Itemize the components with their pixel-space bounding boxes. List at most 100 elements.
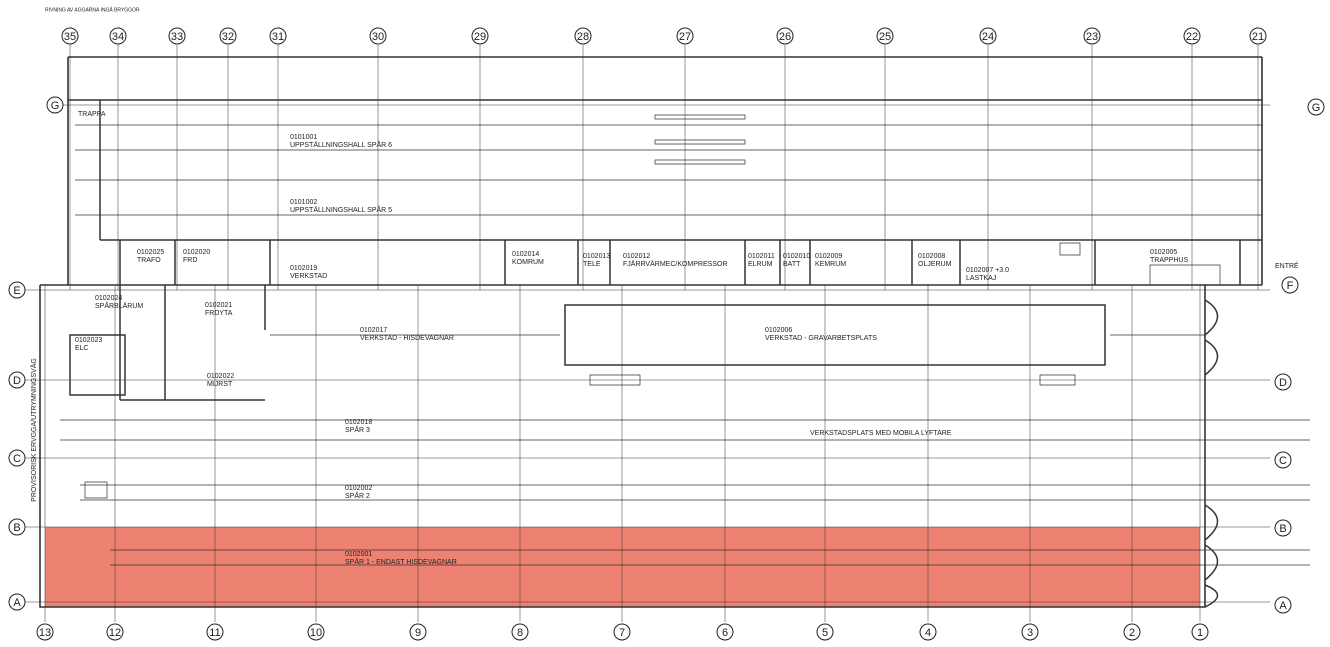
room-name: VERKSTAD xyxy=(290,273,327,280)
axis-bubble xyxy=(574,27,592,45)
axis-label: 9 xyxy=(415,627,421,639)
axis-label: 22 xyxy=(1186,31,1198,43)
axis-label: 2 xyxy=(1129,627,1135,639)
side-text: PROVISORISK ERVGGA/UTRYMNINGSVÄG xyxy=(30,358,38,502)
axis-bubble xyxy=(1191,623,1209,641)
room-name: KEMRUM xyxy=(815,261,846,268)
room-id: 0101002 xyxy=(290,199,317,206)
axis-label: 11 xyxy=(209,627,220,639)
room-name: LASTKAJ xyxy=(966,275,996,282)
room-name: SPÅRBLÄRUM xyxy=(95,301,143,310)
axis-label: 7 xyxy=(619,627,625,639)
axis-label: 30 xyxy=(372,31,384,43)
axis-label: G xyxy=(1312,102,1321,114)
room-id: 0102019 xyxy=(290,265,317,272)
axis-bubble xyxy=(613,623,631,641)
axis-label: 32 xyxy=(222,31,234,43)
axis-bubble xyxy=(1281,276,1299,294)
axis-bubble xyxy=(511,623,529,641)
axis-bubble xyxy=(8,593,26,611)
room-id: 0102002 xyxy=(345,485,372,492)
axis-bubble xyxy=(676,27,694,45)
axis-bubble xyxy=(919,623,937,641)
room-id: 0102024 xyxy=(95,295,122,302)
axis-label: 29 xyxy=(474,31,486,43)
axis-bubble xyxy=(1021,623,1039,641)
room-name: TRAPPHUS xyxy=(1150,257,1188,264)
axis-label: 10 xyxy=(310,627,322,639)
axis-label: A xyxy=(1279,600,1287,612)
axis-label: 24 xyxy=(982,31,994,43)
axis-label: G xyxy=(51,100,60,112)
room-name: FRDYTA xyxy=(205,310,233,317)
room-id: 0102025 xyxy=(137,249,164,256)
axis-bubble xyxy=(816,623,834,641)
axis-label: A xyxy=(13,597,21,609)
room-id: 0102001 xyxy=(345,551,372,558)
axis-bubble xyxy=(307,623,325,641)
room-id: 0102014 xyxy=(512,251,539,258)
axis-label: 27 xyxy=(679,31,691,43)
axis-label: C xyxy=(13,453,21,465)
room-id: 0102022 xyxy=(207,373,234,380)
axis-bubble xyxy=(471,27,489,45)
axis-bubble xyxy=(1183,27,1201,45)
axis-bubble xyxy=(61,27,79,45)
room-id: 0102007 +3.0 xyxy=(966,267,1009,274)
room-id: 0102012 xyxy=(623,253,650,260)
room-id: 0102006 xyxy=(765,327,792,334)
axis-label: 35 xyxy=(64,31,76,43)
axis-label: D xyxy=(13,375,21,387)
axis-label: 12 xyxy=(109,627,121,639)
axis-label: B xyxy=(1279,523,1286,535)
room-name: OLJERUM xyxy=(918,261,952,268)
stair-label: TRAPPA xyxy=(78,111,106,118)
header-note: RIVNING AV AGGARNA INGÅ BRYGGOR xyxy=(45,6,140,13)
room-id: 0102018 xyxy=(345,419,372,426)
axis-bubble xyxy=(8,281,26,299)
room-name: ELRUM xyxy=(748,261,773,268)
room-name: TRAFO xyxy=(137,257,161,264)
walls xyxy=(39,56,1263,608)
room-name: FRD xyxy=(183,257,197,264)
entrance-label: ENTRÉ xyxy=(1275,261,1299,270)
room-name: SPÅR 1 - ENDAST HISDEVAGNAR xyxy=(345,557,457,566)
axis-bubble xyxy=(1307,98,1325,116)
axis-bubble xyxy=(716,623,734,641)
room-id: 0102008 xyxy=(918,253,945,260)
axis-label: 26 xyxy=(779,31,791,43)
axis-bubble xyxy=(8,449,26,467)
axis-label: 6 xyxy=(722,627,728,639)
room-id: 0102010 xyxy=(783,253,810,260)
axis-bubble xyxy=(979,27,997,45)
axis-label: 34 xyxy=(112,31,124,43)
axis-bubble xyxy=(1249,27,1267,45)
room-name: MIJRST xyxy=(207,381,233,388)
axis-bubble xyxy=(168,27,186,45)
axis-bubble xyxy=(206,623,224,641)
axis-label: B xyxy=(13,522,20,534)
room-name: ELC xyxy=(75,345,89,352)
room-id: 0102013 xyxy=(583,253,610,260)
tracks xyxy=(60,114,1310,566)
room-name: UPPSTÄLLNINGSHALL SPÅR 6 xyxy=(290,140,392,149)
room-id: 0102009 xyxy=(815,253,842,260)
axis-bubble xyxy=(36,623,54,641)
axis-bubble xyxy=(1274,373,1292,391)
axis-bubble xyxy=(8,518,26,536)
axis-bubble xyxy=(1274,451,1292,469)
room-id: 0102020 xyxy=(183,249,210,256)
axis-bubble xyxy=(46,96,64,114)
room-name: KOMRUM xyxy=(512,259,544,266)
room-name: BATT xyxy=(783,261,801,268)
room-id: 0102023 xyxy=(75,337,102,344)
axis-label: 1 xyxy=(1197,627,1203,639)
axis-label: 13 xyxy=(39,627,51,639)
axis-label: 25 xyxy=(879,31,891,43)
axis-bubble xyxy=(1274,519,1292,537)
highlighted-track xyxy=(45,527,1200,607)
axis-bubble xyxy=(409,623,427,641)
axis-label: 3 xyxy=(1027,627,1033,639)
room-name: SPÅR 3 xyxy=(345,425,370,434)
